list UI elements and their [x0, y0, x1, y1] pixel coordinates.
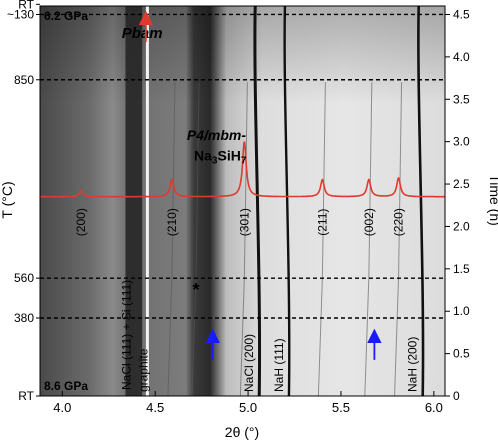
- phase-vertical-label-4: NaH (200): [406, 337, 420, 392]
- left-tick-label-2: 560: [14, 271, 34, 285]
- phase-vertical-label-0: NaCl (111) + Si (111): [120, 280, 134, 390]
- x-tick-label-4: 6.0: [425, 400, 443, 415]
- axes: 4.0 4.5 5.0 5.5 6.0 0 0.5 1.0 1.5 2.0 2.5 3.0 3.5 4.0…: [7, 0, 470, 415]
- phase-vertical-label-1: graphite: [136, 348, 150, 392]
- x-tick-label-3: 5.5: [332, 400, 350, 415]
- right-tick-label-6: 3.0: [453, 135, 470, 149]
- streak-nacl-si: [125, 6, 143, 396]
- pressure-label-top: 6.2 GPa: [44, 9, 88, 23]
- left-tick-label-1: 380: [14, 311, 34, 325]
- x-tick-label-0: 4.0: [53, 400, 71, 415]
- formula-part-0: Na: [194, 147, 212, 163]
- formula-part-2: SiH: [217, 147, 240, 163]
- left-tick-label-0: RT: [18, 389, 34, 403]
- streak-thin-5: [191, 82, 200, 396]
- plot-area: [40, 6, 445, 396]
- reference-pattern-curve: [40, 141, 445, 198]
- phase-label-pbam: Pbam: [122, 25, 163, 42]
- streak-thin-4: [394, 82, 403, 396]
- hkl-label-4: (002): [362, 208, 376, 236]
- phase-label-formula: Na3SiH7: [194, 147, 247, 166]
- right-tick-label-1: 0.5: [453, 347, 470, 361]
- streak-thin-1: [239, 82, 248, 396]
- right-tick-label-9: 4.5: [453, 7, 470, 21]
- formula-part-1: 3: [212, 155, 218, 166]
- plot-frame: [39, 5, 446, 397]
- right-tick-label-5: 2.5: [453, 177, 470, 191]
- x-axis-label: 2θ (°): [225, 424, 259, 440]
- hkl-label-3: (211): [315, 209, 329, 236]
- marker-star: *: [193, 280, 200, 300]
- streak-thin-2: [317, 82, 326, 396]
- phase-vertical-label-2: NaCl (200): [242, 334, 256, 392]
- left-tick-label-3: 850: [14, 73, 34, 87]
- diffraction-streaks: [125, 6, 425, 396]
- y-axis-left-label: T (°C): [0, 181, 15, 218]
- streak-line-0: [253, 6, 262, 396]
- right-tick-label-2: 1.0: [453, 304, 470, 318]
- streak-thin-3: [364, 82, 373, 396]
- hkl-label-2: (301): [237, 208, 251, 236]
- formula-part-3: 7: [241, 155, 247, 166]
- hkl-label-5: (220): [392, 208, 406, 236]
- streak-line-2: [417, 6, 425, 396]
- phase-label-p4mbm: P4/mbm-: [187, 127, 246, 143]
- right-tick-label-7: 3.5: [453, 92, 470, 106]
- phase-vertical-label-3: NaH (111): [272, 338, 286, 392]
- left-tick-label-5: RT: [18, 0, 34, 11]
- streak-graphite: [145, 6, 149, 396]
- pressure-label-bottom: 8.6 GPa: [44, 379, 88, 393]
- y-axis-right-label: Time (h): [487, 174, 498, 226]
- temperature-dashed-lines: [40, 13, 445, 319]
- right-tick-label-3: 1.5: [453, 262, 470, 276]
- right-tick-label-4: 2.0: [453, 219, 470, 233]
- right-tick-label-0: 0: [453, 389, 460, 403]
- reference-pattern: [40, 141, 445, 198]
- hkl-label-1: (210): [165, 208, 179, 236]
- hkl-label-0: (200): [74, 208, 88, 236]
- x-tick-label-2: 5.0: [239, 400, 257, 415]
- right-tick-label-8: 4.0: [453, 50, 470, 64]
- x-tick-label-1: 4.5: [146, 400, 164, 415]
- left-tick-label-4: ~130: [7, 7, 34, 21]
- annotations: 8.6 GPa 6.2 GPa (200) (210) (301) (211) (002) (…: [44, 9, 420, 393]
- streak-line-1: [283, 6, 291, 396]
- streak-thin-0: [167, 82, 176, 396]
